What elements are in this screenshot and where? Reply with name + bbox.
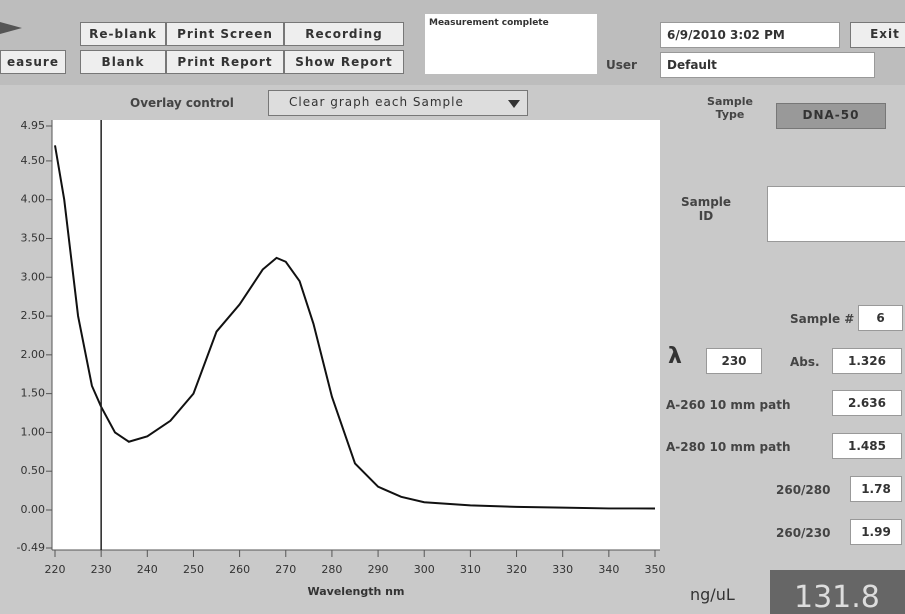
- spectrum-line: [54, 145, 655, 510]
- y-tick-label: 2.00: [21, 348, 46, 361]
- x-tick-label: 290: [368, 563, 389, 576]
- x-tick-label: 350: [645, 563, 666, 576]
- y-tick-label: 4.00: [21, 193, 46, 206]
- ratio-value: 1.99: [850, 519, 902, 545]
- status-box: Measurement complete: [425, 14, 597, 74]
- x-tick-label: 310: [460, 563, 481, 576]
- y-tick-label: -0.49: [17, 541, 45, 554]
- sample-id-label: Sample ID: [680, 195, 732, 223]
- lambda-field[interactable]: 230: [706, 348, 762, 374]
- x-tick-label: 230: [91, 563, 112, 576]
- y-tick-label: 2.50: [21, 309, 46, 322]
- y-tick-label: 1.50: [21, 387, 46, 400]
- abs-label: Abs.: [790, 355, 820, 369]
- y-tick-label: 1.00: [21, 425, 46, 438]
- conc-label: ng/uL: [690, 585, 735, 604]
- sample-id-field[interactable]: [767, 186, 905, 242]
- y-tick-label: 4.50: [21, 154, 46, 167]
- user-field[interactable]: Default: [660, 52, 875, 78]
- ratio-value: 1.78: [850, 476, 902, 502]
- a260-value: 2.636: [832, 390, 902, 416]
- conc-value: 131.8: [770, 570, 905, 614]
- x-tick-label: 260: [229, 563, 250, 576]
- user-label: User: [606, 58, 637, 72]
- button[interactable]: Recording: [284, 22, 404, 46]
- sample-number: 6: [858, 305, 903, 331]
- x-tick-label: 250: [183, 563, 204, 576]
- y-tick-label: 4.95: [21, 119, 46, 132]
- x-tick-label: 240: [137, 563, 158, 576]
- y-tick-label: 3.50: [21, 231, 46, 244]
- sample-type-label: Sample Type: [707, 95, 753, 121]
- button[interactable]: Re-blank: [80, 22, 166, 46]
- overlay-label: Overlay control: [130, 96, 234, 110]
- plot-area: [52, 120, 660, 550]
- lambda-symbol: λ: [668, 344, 682, 369]
- a280-label: A-280 10 mm path: [666, 440, 791, 454]
- button[interactable]: Blank: [80, 50, 166, 74]
- overlay-select[interactable]: Clear graph each Sample: [268, 90, 528, 116]
- chart: Wavelength nm 4.95 4.50 4.00 3.50 3.00 2.50 2.…: [17, 119, 666, 598]
- ratio-label: 260/230: [776, 526, 831, 540]
- sample-type-select[interactable]: DNA-50: [776, 103, 886, 129]
- mode-arrow: [0, 22, 22, 34]
- sample-number-label: Sample #: [790, 312, 855, 326]
- exit-button[interactable]: Exit: [850, 22, 905, 48]
- x-tick-label: 320: [506, 563, 527, 576]
- y-tick-label: 3.00: [21, 270, 46, 283]
- button[interactable]: Print Report: [166, 50, 284, 74]
- datetime: 6/9/2010 3:02 PM: [660, 22, 840, 48]
- button[interactable]: Show Report: [284, 50, 404, 74]
- y-tick-label: 0.50: [21, 464, 46, 477]
- x-tick-label: 330: [552, 563, 573, 576]
- x-tick-label: 280: [321, 563, 342, 576]
- button[interactable]: Print Screen: [166, 22, 284, 46]
- a280-value: 1.485: [832, 433, 902, 459]
- x-tick-label: 300: [414, 563, 435, 576]
- x-tick-label: 270: [275, 563, 296, 576]
- mode-button[interactable]: easure: [0, 50, 66, 74]
- a260-label: A-260 10 mm path: [666, 398, 791, 412]
- x-tick-label: 340: [598, 563, 619, 576]
- abs-value: 1.326: [832, 348, 902, 374]
- y-tick-label: 0.00: [21, 503, 46, 516]
- x-tick-label: 220: [45, 563, 66, 576]
- dropdown-arrow: [508, 100, 520, 108]
- x-axis-label: Wavelength nm: [308, 585, 405, 598]
- ratio-label: 260/280: [776, 483, 831, 497]
